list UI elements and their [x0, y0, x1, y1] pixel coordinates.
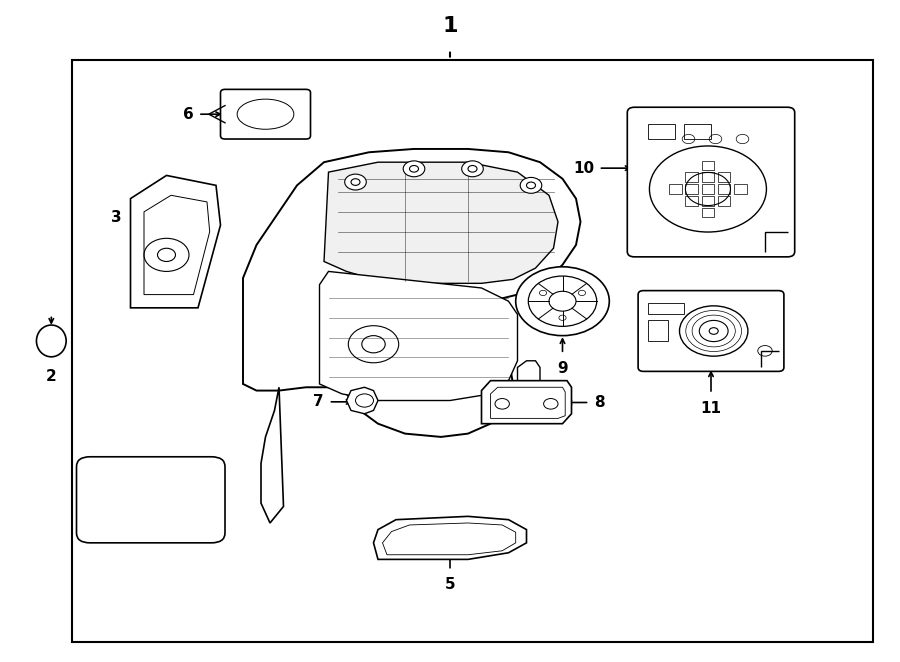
- Bar: [648, 303, 684, 314]
- Circle shape: [345, 174, 366, 190]
- Text: LH: LH: [756, 313, 765, 320]
- Bar: [72, 60, 873, 642]
- Polygon shape: [320, 271, 518, 401]
- Circle shape: [403, 161, 425, 177]
- FancyBboxPatch shape: [627, 107, 795, 257]
- Text: 3: 3: [111, 210, 122, 224]
- Bar: [702, 209, 715, 218]
- Text: 2: 2: [46, 369, 57, 385]
- Polygon shape: [374, 516, 526, 559]
- Text: 9: 9: [557, 361, 568, 376]
- Text: 5: 5: [445, 577, 455, 592]
- Bar: [702, 173, 715, 182]
- Bar: [686, 197, 698, 206]
- Bar: [702, 197, 715, 206]
- Polygon shape: [261, 387, 284, 523]
- Bar: [686, 173, 698, 182]
- Bar: [702, 161, 715, 170]
- Polygon shape: [346, 387, 378, 414]
- Polygon shape: [130, 175, 220, 308]
- Polygon shape: [243, 149, 580, 437]
- Text: 4: 4: [176, 512, 186, 527]
- Text: 6: 6: [183, 107, 194, 122]
- Bar: [734, 185, 747, 194]
- Circle shape: [462, 161, 483, 177]
- Circle shape: [516, 267, 609, 336]
- Text: 1: 1: [442, 17, 458, 36]
- Polygon shape: [324, 162, 558, 283]
- Bar: [684, 124, 711, 139]
- FancyBboxPatch shape: [76, 457, 225, 543]
- Bar: [702, 185, 715, 194]
- Text: 7: 7: [313, 395, 324, 409]
- Polygon shape: [482, 381, 572, 424]
- Ellipse shape: [36, 325, 67, 357]
- Bar: [718, 185, 731, 194]
- Bar: [718, 197, 731, 206]
- Bar: [686, 185, 698, 194]
- FancyBboxPatch shape: [220, 89, 310, 139]
- Bar: [648, 124, 675, 139]
- Bar: [718, 173, 731, 182]
- Bar: [670, 185, 682, 194]
- Bar: [648, 320, 668, 341]
- Text: 11: 11: [700, 401, 722, 416]
- Text: LH: LH: [770, 137, 778, 144]
- Circle shape: [520, 177, 542, 193]
- Text: 10: 10: [573, 161, 594, 175]
- Text: 8: 8: [594, 395, 605, 410]
- FancyBboxPatch shape: [638, 291, 784, 371]
